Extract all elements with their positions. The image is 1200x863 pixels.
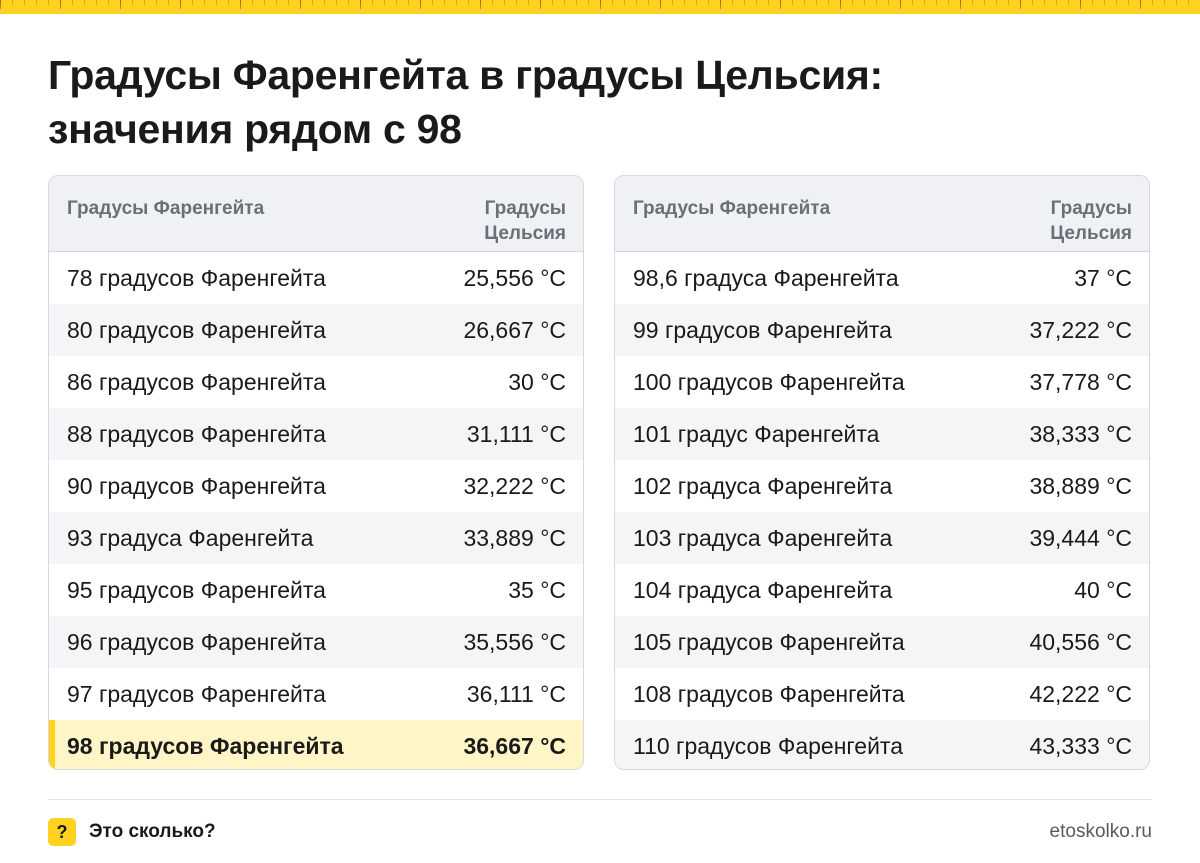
footer-divider xyxy=(48,799,1152,800)
table-row: 88 градусов Фаренгейта 31,111 °C xyxy=(49,408,583,460)
table-header: Градусы Фаренгейта Градусы Цельсия xyxy=(49,176,583,252)
table-row: 86 градусов Фаренгейта 30 °C xyxy=(49,356,583,408)
fahrenheit-cell: 102 градуса Фаренгейта xyxy=(633,473,893,499)
celsius-cell: 39,444 °C xyxy=(1029,525,1132,551)
column-header-celsius: Градусы Цельсия xyxy=(426,196,566,246)
celsius-cell: 25,556 °C xyxy=(463,265,566,291)
ruler-strip xyxy=(0,0,1200,14)
fahrenheit-cell: 78 градусов Фаренгейта xyxy=(67,265,326,291)
table-row: 102 градуса Фаренгейта 38,889 °C xyxy=(615,460,1149,512)
celsius-cell: 43,333 °C xyxy=(1029,733,1132,759)
celsius-cell: 36,111 °C xyxy=(466,681,566,707)
table-row: 98,6 градуса Фаренгейта 37 °C xyxy=(615,252,1149,304)
fahrenheit-cell: 108 градусов Фаренгейта xyxy=(633,681,905,707)
table-row: 104 градуса Фаренгейта 40 °C xyxy=(615,564,1149,616)
fahrenheit-cell: 103 градуса Фаренгейта xyxy=(633,525,893,551)
table-row: 96 градусов Фаренгейта 35,556 °C xyxy=(49,616,583,668)
fahrenheit-cell: 104 градуса Фаренгейта xyxy=(633,577,893,603)
table-row: 99 градусов Фаренгейта 37,222 °C xyxy=(615,304,1149,356)
page-title-line-2: значения рядом с 98 xyxy=(48,106,462,152)
celsius-cell: 42,222 °C xyxy=(1029,681,1132,707)
fahrenheit-cell: 90 градусов Фаренгейта xyxy=(67,473,326,499)
celsius-cell: 33,889 °C xyxy=(463,525,566,551)
celsius-cell: 31,111 °C xyxy=(466,421,566,447)
table-row: 105 градусов Фаренгейта 40,556 °C xyxy=(615,616,1149,668)
fahrenheit-cell: 105 градусов Фаренгейта xyxy=(633,629,905,655)
page-title-line-1: Градусы Фаренгейта в градусы Цельсия: xyxy=(48,52,883,98)
fahrenheit-cell: 96 градусов Фаренгейта xyxy=(67,629,326,655)
fahrenheit-cell: 110 градусов Фаренгейта xyxy=(633,733,904,759)
column-header-celsius-line-2: Цельсия xyxy=(484,223,566,244)
celsius-cell: 40 °C xyxy=(1074,577,1132,603)
celsius-cell: 32,222 °C xyxy=(463,473,566,499)
fahrenheit-cell: 86 градусов Фаренгейта xyxy=(67,369,326,395)
table-row: 110 градусов Фаренгейта 43,333 °C xyxy=(615,720,1149,769)
table-header: Градусы Фаренгейта Градусы Цельсия xyxy=(615,176,1149,252)
table-row: 97 градусов Фаренгейта 36,111 °C xyxy=(49,668,583,720)
column-header-celsius: Градусы Цельсия xyxy=(992,196,1132,246)
table-row-highlighted: 98 градусов Фаренгейта 36,667 °C xyxy=(49,720,583,769)
page-title: Градусы Фаренгейта в градусы Цельсия: зн… xyxy=(48,48,1148,156)
celsius-cell: 35 °C xyxy=(508,577,566,603)
table-row: 78 градусов Фаренгейта 25,556 °C xyxy=(49,252,583,304)
table-row: 80 градусов Фаренгейта 26,667 °C xyxy=(49,304,583,356)
celsius-cell: 37 °C xyxy=(1074,265,1132,291)
table-row: 90 градусов Фаренгейта 32,222 °C xyxy=(49,460,583,512)
table-row: 95 градусов Фаренгейта 35 °C xyxy=(49,564,583,616)
celsius-cell: 37,222 °C xyxy=(1029,317,1132,343)
brand-name: Это сколько? xyxy=(89,821,216,842)
celsius-cell: 35,556 °C xyxy=(463,629,566,655)
table-row: 100 градусов Фаренгейта 37,778 °C xyxy=(615,356,1149,408)
fahrenheit-cell: 100 градусов Фаренгейта xyxy=(633,369,905,395)
celsius-cell: 38,333 °C xyxy=(1029,421,1132,447)
question-mark-icon: ? xyxy=(48,818,76,846)
fahrenheit-cell: 99 градусов Фаренгейта xyxy=(633,317,892,343)
celsius-cell: 40,556 °C xyxy=(1029,629,1132,655)
column-header-fahrenheit: Градусы Фаренгейта xyxy=(633,198,831,219)
table-row: 101 градус Фаренгейта 38,333 °C xyxy=(615,408,1149,460)
conversion-table-left: Градусы Фаренгейта Градусы Цельсия 78 гр… xyxy=(48,175,584,770)
column-header-celsius-line-1: Градусы xyxy=(1050,198,1132,219)
celsius-cell: 26,667 °C xyxy=(463,317,566,343)
celsius-cell: 36,667 °C xyxy=(463,733,566,759)
fahrenheit-cell: 95 градусов Фаренгейта xyxy=(67,577,326,603)
fahrenheit-cell: 97 градусов Фаренгейта xyxy=(67,681,326,707)
fahrenheit-cell: 80 градусов Фаренгейта xyxy=(67,317,326,343)
site-url: etoskolko.ru xyxy=(1049,821,1152,842)
celsius-cell: 38,889 °C xyxy=(1029,473,1132,499)
fahrenheit-cell: 93 градуса Фаренгейта xyxy=(67,525,314,551)
conversion-table-right: Градусы Фаренгейта Градусы Цельсия 98,6 … xyxy=(614,175,1150,770)
table-row: 108 градусов Фаренгейта 42,222 °C xyxy=(615,668,1149,720)
table-row: 93 градуса Фаренгейта 33,889 °C xyxy=(49,512,583,564)
table-row: 103 градуса Фаренгейта 39,444 °C xyxy=(615,512,1149,564)
celsius-cell: 30 °C xyxy=(508,369,566,395)
fahrenheit-cell: 98,6 градуса Фаренгейта xyxy=(633,265,899,291)
column-header-celsius-line-2: Цельсия xyxy=(1050,223,1132,244)
celsius-cell: 37,778 °C xyxy=(1029,369,1132,395)
fahrenheit-cell: 98 градусов Фаренгейта xyxy=(67,733,344,759)
column-header-celsius-line-1: Градусы xyxy=(484,198,566,219)
fahrenheit-cell: 101 градус Фаренгейта xyxy=(633,421,880,447)
column-header-fahrenheit: Градусы Фаренгейта xyxy=(67,198,265,219)
fahrenheit-cell: 88 градусов Фаренгейта xyxy=(67,421,326,447)
